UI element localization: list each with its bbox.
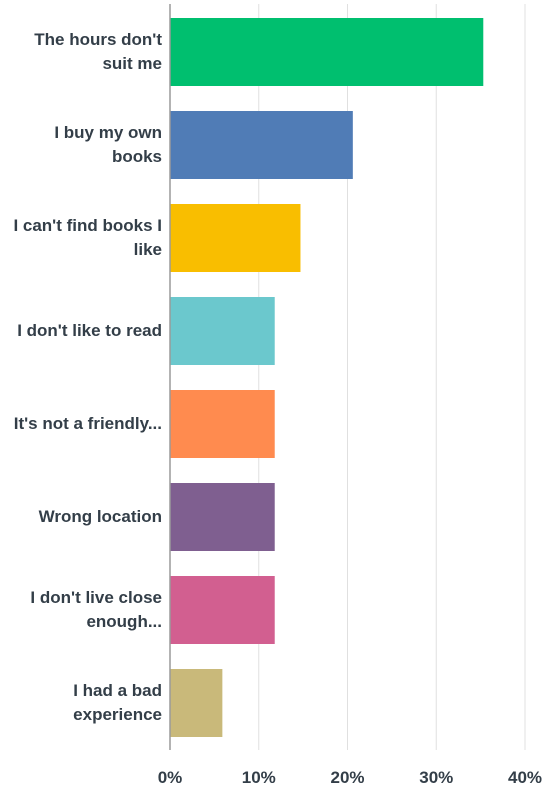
- bar: [170, 18, 484, 86]
- bar: [170, 204, 301, 272]
- x-tick-label: 30%: [419, 768, 454, 787]
- bar: [170, 669, 223, 737]
- category-label: I had a bad experience: [73, 681, 162, 724]
- bar: [170, 297, 275, 365]
- category-label: Wrong location: [38, 507, 162, 526]
- category-label: I don't like to read: [17, 321, 162, 340]
- category-label: I buy my own books: [54, 123, 162, 166]
- category-label: The hours don't suit me: [34, 30, 162, 73]
- bar: [170, 111, 353, 179]
- bar: [170, 576, 275, 644]
- category-label: It's not a friendly...: [13, 414, 162, 433]
- x-tick-label: 20%: [330, 768, 365, 787]
- bar: [170, 483, 275, 551]
- x-tick-label: 40%: [507, 768, 543, 787]
- x-tick-label: 0%: [157, 768, 183, 787]
- bar: [170, 390, 275, 458]
- category-label: I don't live close enough...: [30, 588, 162, 631]
- category-label: I can't find books I like: [13, 216, 162, 259]
- x-tick-label: 10%: [241, 768, 276, 787]
